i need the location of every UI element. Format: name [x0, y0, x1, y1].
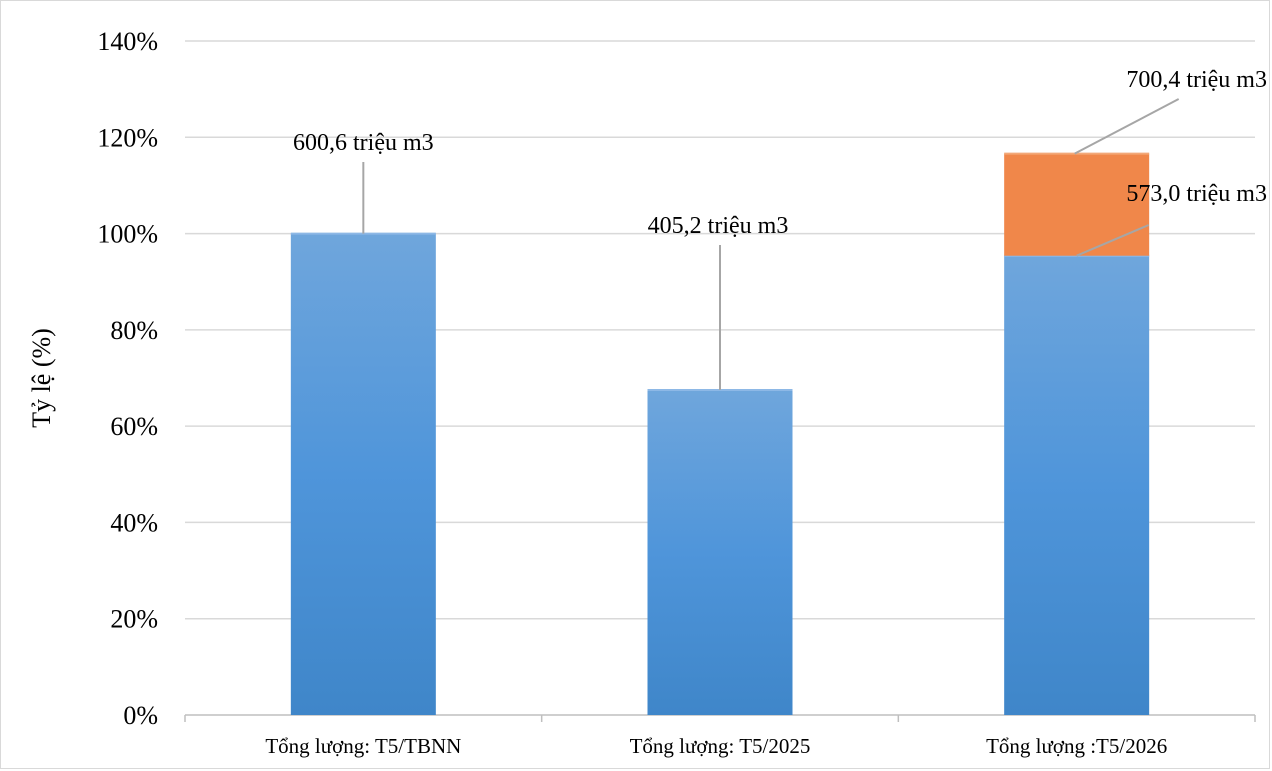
- y-tick-label: 0%: [123, 701, 158, 730]
- y-tick-label: 100%: [97, 220, 158, 249]
- y-tick-labels: 0% 20% 40% 60% 80% 100% 120% 140%: [97, 27, 158, 730]
- y-axis-title: Tỷ lệ (%): [27, 328, 56, 428]
- data-label: 700,4 triệu m3: [1126, 67, 1267, 93]
- leader-line: [1075, 99, 1179, 154]
- y-tick-label: 20%: [110, 605, 158, 634]
- category-label: Tổng lượng: T5/2025: [630, 734, 811, 758]
- y-tick-label: 60%: [110, 412, 158, 441]
- bar-segment-base: [648, 390, 793, 715]
- y-tick-label: 140%: [97, 27, 158, 56]
- y-tick-label: 120%: [97, 123, 158, 152]
- data-label: 600,6 triệu m3: [293, 130, 434, 156]
- bar-segment-base: [1004, 256, 1149, 715]
- x-axis: [185, 715, 1255, 722]
- bar-segment-base: [291, 234, 436, 715]
- data-label: 573,0 triệu m3: [1126, 181, 1267, 207]
- data-label: 405,2 triệu m3: [648, 213, 789, 239]
- y-tick-label: 40%: [110, 508, 158, 537]
- category-labels: Tổng lượng: T5/TBNN Tổng lượng: T5/2025 Tổ…: [265, 734, 1167, 758]
- category-label: Tổng lượng :T5/2026: [986, 734, 1167, 758]
- category-label: Tổng lượng: T5/TBNN: [265, 734, 461, 758]
- y-tick-label: 80%: [110, 316, 158, 345]
